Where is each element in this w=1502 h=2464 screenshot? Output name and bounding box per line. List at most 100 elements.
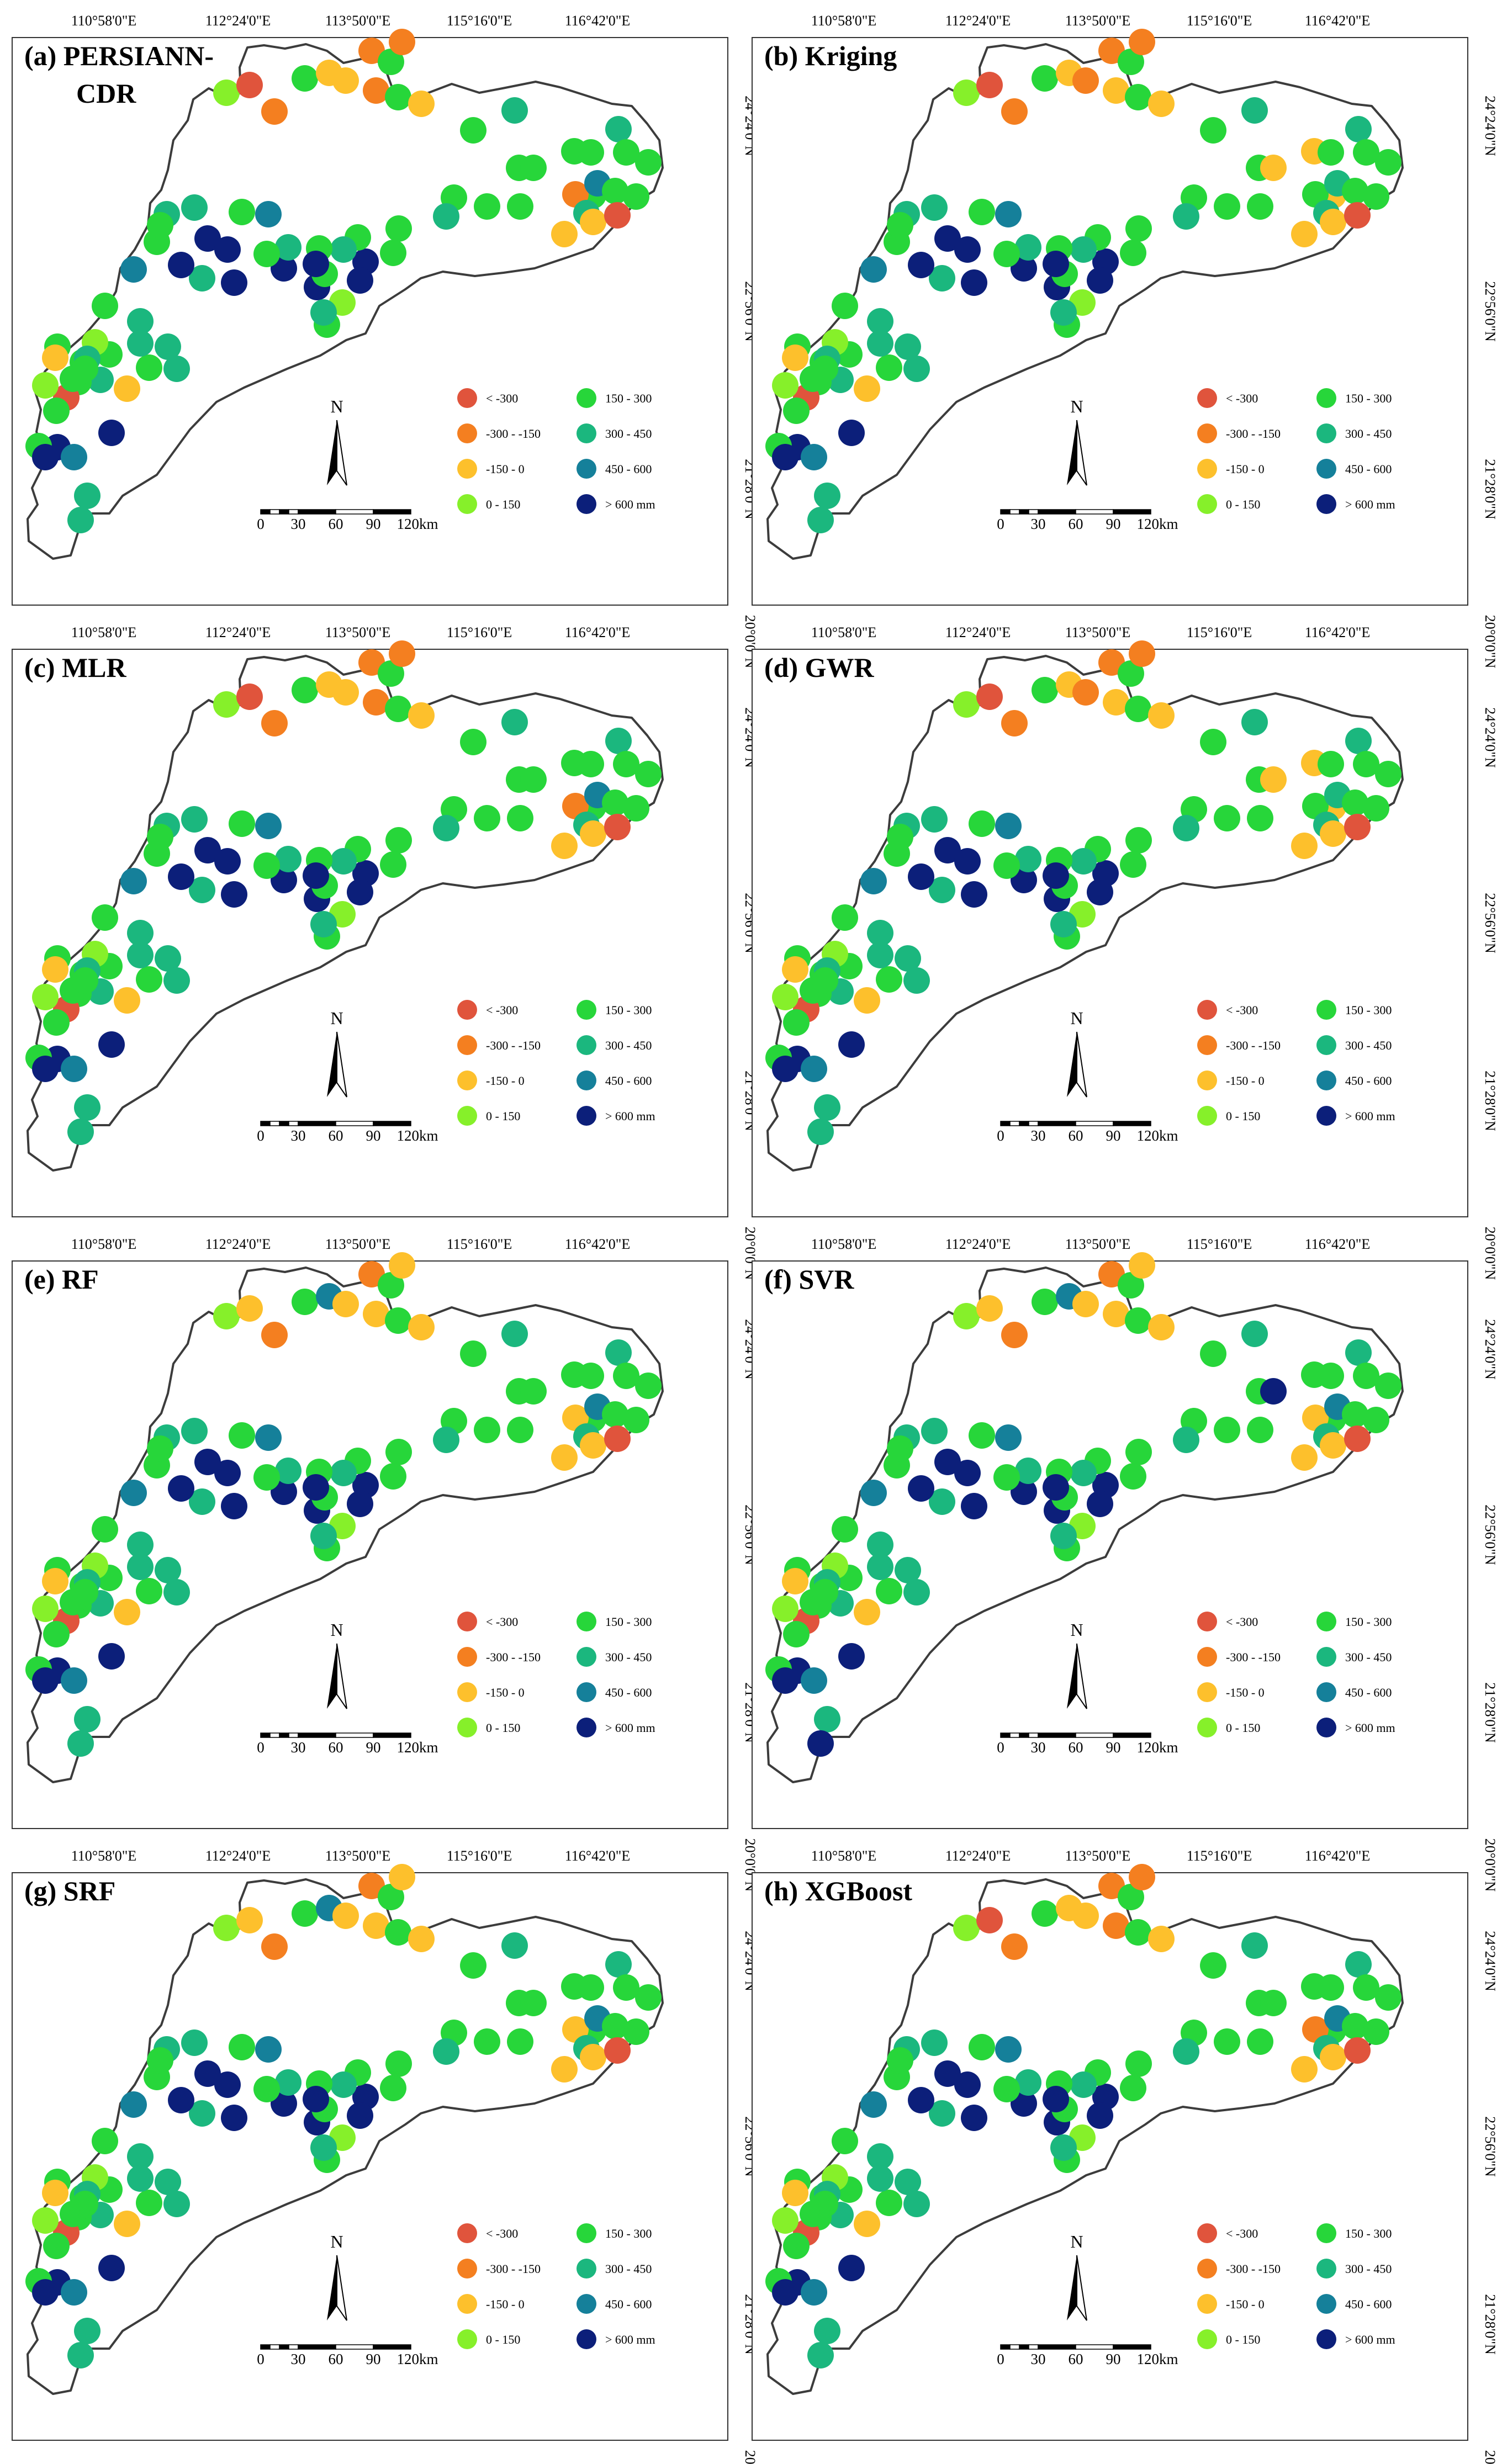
station-dot: [993, 852, 1020, 879]
legend-swatch: [1316, 1035, 1336, 1055]
station-dot: [1345, 1339, 1372, 1366]
station-dot: [1345, 1951, 1372, 1978]
station-dot: [1342, 1401, 1368, 1428]
legend-swatch: [1197, 1647, 1217, 1667]
scale-label: 120km: [1136, 516, 1178, 532]
station-dot: [74, 2318, 101, 2344]
station-dot: [155, 333, 181, 360]
station-dot: [782, 1568, 808, 1594]
legend-swatch: [457, 494, 477, 514]
station-dot: [1344, 814, 1371, 840]
station-dot: [867, 942, 893, 968]
station-dot: [961, 881, 987, 908]
map-panel-1: 110°58'0"E 112°24'0"E 113°50'0"E 115°16'0"E…: [752, 13, 1498, 668]
legend-label: 150 - 300: [605, 2227, 652, 2240]
station-dot: [32, 1056, 59, 1082]
station-dot: [954, 2071, 981, 2098]
station-dot: [67, 507, 94, 533]
station-dot: [1241, 709, 1268, 735]
station-dot: [1072, 1903, 1099, 1929]
station-dot: [363, 1912, 389, 1939]
station-dot: [867, 1532, 893, 1558]
station-dot: [812, 1579, 838, 1605]
station-dot: [921, 806, 948, 833]
station-dot: [155, 1557, 181, 1583]
station-dot: [303, 251, 329, 277]
legend-label: -300 - -150: [486, 2262, 541, 2276]
lon-label: 116°42'0"E: [1305, 13, 1371, 29]
legend-label: > 600 mm: [1345, 2333, 1395, 2346]
legend-label: -300 - -150: [1226, 1038, 1281, 1052]
station-dot: [814, 1706, 840, 1732]
station-dot: [433, 1427, 459, 1453]
legend-swatch: [1316, 494, 1336, 514]
station-dot: [954, 1460, 981, 1486]
station-dot: [501, 1932, 528, 1959]
station-dot: [385, 1307, 411, 1334]
station-dot: [1375, 761, 1401, 787]
station-dot: [602, 789, 628, 816]
station-dot: [1247, 805, 1273, 831]
station-dot: [292, 65, 318, 92]
lon-label: 113°50'0"E: [1065, 1236, 1131, 1252]
station-dot: [635, 1984, 662, 2011]
station-dot: [221, 881, 247, 908]
station-dot: [578, 1363, 604, 1389]
legend-swatch: [577, 494, 596, 514]
legend-swatch: [1316, 2259, 1336, 2278]
station-dot: [194, 2060, 221, 2087]
station-dot: [605, 1339, 632, 1366]
station-dot: [814, 2318, 840, 2344]
station-dot: [236, 683, 263, 710]
legend-label: 0 - 150: [1226, 1721, 1260, 1735]
station-dot: [908, 2087, 934, 2113]
station-dot: [1320, 820, 1346, 847]
station-dot: [474, 1417, 500, 1443]
station-dot: [127, 2143, 154, 2170]
station-dot: [832, 904, 858, 931]
north-label: N: [330, 396, 343, 416]
station-dot: [801, 1056, 827, 1082]
station-dot: [501, 709, 528, 735]
station-dot: [867, 330, 893, 357]
lon-label: 110°58'0"E: [71, 13, 137, 29]
station-dot: [1125, 2050, 1152, 2077]
lon-label: 115°16'0"E: [1187, 13, 1252, 29]
legend-swatch: [457, 1682, 477, 1702]
legend-label: > 600 mm: [605, 2333, 655, 2346]
north-label: N: [330, 2232, 343, 2251]
lon-label: 113°50'0"E: [1065, 624, 1131, 640]
station-dot: [229, 810, 255, 837]
lat-label: 22°56'0"N: [1482, 1504, 1498, 1565]
scale-label: 60: [329, 516, 343, 532]
station-dot: [221, 1493, 247, 1519]
station-dot: [1120, 851, 1146, 878]
legend-label: 300 - 450: [605, 2262, 652, 2276]
station-dot: [292, 677, 318, 703]
station-dot: [120, 868, 147, 894]
station-dot: [74, 1706, 101, 1732]
station-dot: [114, 1599, 140, 1625]
station-dot: [358, 38, 385, 64]
station-dot: [181, 806, 208, 833]
legend-label: 150 - 300: [1345, 391, 1392, 405]
station-dot: [1032, 677, 1058, 703]
legend-label: -150 - 0: [486, 1686, 525, 1699]
station-dot: [520, 766, 547, 793]
station-dot: [214, 1460, 241, 1486]
station-dot: [908, 1475, 934, 1502]
station-dot: [275, 234, 302, 261]
legend-swatch: [457, 1718, 477, 1737]
scale-label: 30: [1031, 516, 1046, 532]
scale-bar: 0 30 60 90 120km: [257, 2344, 438, 2367]
lon-label: 110°58'0"E: [811, 624, 877, 640]
station-dot: [961, 1493, 987, 1519]
panel-title: (c) MLR: [24, 652, 127, 683]
north-label: N: [1070, 2232, 1083, 2251]
station-dot: [1032, 1900, 1058, 1927]
station-dot: [1015, 234, 1041, 261]
station-dot: [385, 1919, 411, 1946]
station-dot: [807, 1730, 834, 1757]
map-panel-2: 110°58'0"E 112°24'0"E 113°50'0"E 115°16'0"E…: [12, 624, 758, 1280]
station-dot: [72, 2191, 98, 2217]
